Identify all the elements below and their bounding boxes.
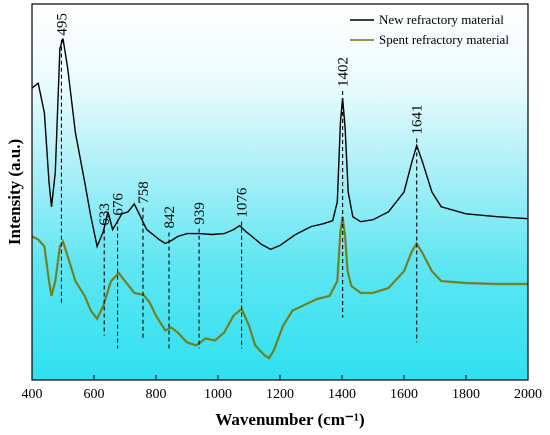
x-axis-ticks: 400 600 800 1000 1200 1400 1600 1800 2000 [22, 375, 542, 402]
y-axis-title: Intensity (a.u.) [5, 139, 24, 245]
peak-label-1402: 1402 [336, 57, 352, 87]
peak-label-939: 939 [192, 202, 208, 225]
x-tick-label-800: 800 [146, 387, 167, 402]
x-tick-label-1000: 1000 [204, 387, 232, 402]
peak-label-1076: 1076 [235, 187, 251, 218]
legend-label-new: New refractory material [379, 12, 504, 27]
peak-label-495: 495 [54, 13, 70, 36]
plot-frame [31, 3, 529, 381]
x-tick-label-1600: 1600 [390, 387, 418, 402]
x-axis-title: Wavenumber (cm⁻¹) [215, 410, 364, 429]
x-tick-label-400: 400 [22, 387, 43, 402]
plot-background [32, 4, 528, 380]
peak-label-1641: 1641 [410, 105, 426, 135]
series-layer [31, 38, 529, 360]
series-line-spent [31, 216, 528, 360]
legend: New refractory material Spent refractory… [350, 12, 509, 47]
x-tick-label-1200: 1200 [266, 387, 294, 402]
peak-label-633: 633 [97, 203, 113, 226]
series-line-new [31, 38, 529, 251]
peak-label-842: 842 [162, 206, 178, 229]
x-tick-label-1400: 1400 [328, 387, 356, 402]
peak-label-676: 676 [111, 193, 127, 216]
peak-label-758: 758 [136, 181, 152, 204]
x-tick-label-1800: 1800 [452, 387, 480, 402]
x-tick-label-600: 600 [84, 387, 105, 402]
x-tick-label-2000: 2000 [514, 387, 542, 402]
legend-label-spent: Spent refractory material [379, 32, 509, 47]
